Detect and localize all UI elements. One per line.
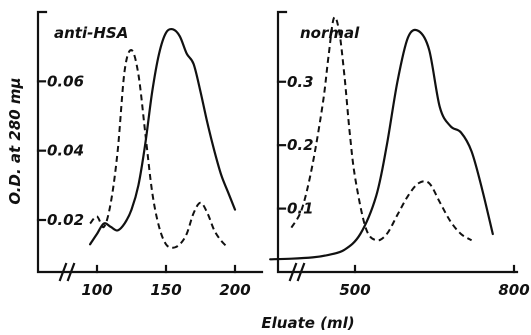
x-axis-title: Eluate (ml) — [261, 314, 354, 332]
dashed-series-line — [290, 16, 473, 242]
y-axis-title: O.D. at 280 mμ — [6, 77, 24, 204]
dashed-series-line — [89, 49, 229, 249]
right-panel-axes — [276, 10, 519, 274]
x-tick-label: 150 — [150, 281, 181, 299]
y-tick-label: 0.2 — [287, 136, 314, 154]
right-panel-axis-break — [288, 262, 306, 282]
left-panel-axes — [36, 10, 264, 274]
solid-series-line — [89, 27, 237, 246]
y-tick-label: 0.1 — [287, 200, 314, 218]
left-panel-axis-break — [58, 262, 76, 282]
x-tick-label: 500 — [339, 281, 370, 299]
x-tick-label: 200 — [219, 281, 250, 299]
x-tick-label: 100 — [81, 281, 112, 299]
panel-normal: normal 0.1 0.2 0.3 500 800 — [269, 10, 530, 299]
x-tick-label: 800 — [498, 281, 529, 299]
y-tick-label: 0.3 — [287, 73, 314, 91]
panel-anti-hsa: anti-HSA 0.02 0.04 0.06 100 150 200 — [36, 10, 264, 299]
left-panel-title: anti-HSA — [54, 24, 128, 42]
y-tick-label: 0.04 — [47, 142, 84, 160]
y-tick-label: 0.02 — [47, 211, 84, 229]
y-tick-label: 0.06 — [47, 72, 84, 90]
right-panel-title: normal — [300, 24, 360, 42]
solid-series-line — [269, 28, 494, 261]
